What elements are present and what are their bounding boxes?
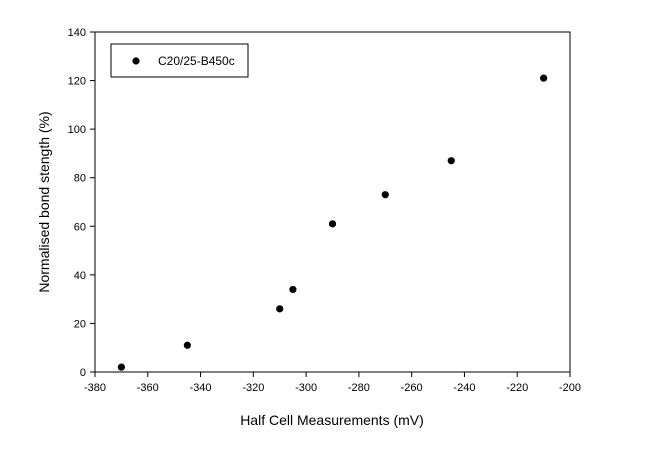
legend: C20/25-B450c xyxy=(110,43,249,78)
data-point xyxy=(276,305,284,313)
data-point xyxy=(328,220,337,228)
y-tick-label: 40 xyxy=(74,270,86,282)
legend-marker xyxy=(132,57,140,65)
x-tick-label: -240 xyxy=(453,382,475,394)
y-axis: 0 20 40 60 80 100 120 140 xyxy=(68,27,95,379)
legend-label: C20/25-B450c xyxy=(158,54,235,68)
y-tick-label: 60 xyxy=(74,221,86,233)
x-tick-label: -320 xyxy=(242,382,264,394)
x-tick-label: -380 xyxy=(84,382,106,394)
x-tick-label: -220 xyxy=(506,382,528,394)
y-tick-label: 80 xyxy=(74,173,86,185)
x-tick-label: -360 xyxy=(137,382,159,394)
x-tick-label: -280 xyxy=(348,382,370,394)
x-tick-label: -200 xyxy=(559,382,581,394)
data-point xyxy=(447,157,455,165)
x-axis-title: Half Cell Measurements (mV) xyxy=(240,412,424,428)
y-tick-label: 20 xyxy=(74,318,86,330)
data-points xyxy=(117,74,548,371)
y-tick-label: 120 xyxy=(68,76,86,88)
y-axis-title: Normalised bond stength (%) xyxy=(36,111,52,292)
data-point xyxy=(381,191,389,199)
data-point xyxy=(289,285,297,294)
x-axis: -380 -360 -340 -320 -300 -280 -260 -240 -220 -200 xyxy=(84,372,581,394)
x-tick-label: -260 xyxy=(401,382,423,394)
x-tick-label: -340 xyxy=(190,382,212,394)
data-point xyxy=(540,74,548,82)
data-point xyxy=(117,363,125,371)
data-point xyxy=(183,341,191,349)
y-tick-label: 140 xyxy=(68,27,86,39)
x-tick-label: -300 xyxy=(295,382,317,394)
y-tick-label: 0 xyxy=(80,367,86,379)
y-tick-label: 100 xyxy=(68,124,86,136)
plot-area xyxy=(94,31,571,373)
